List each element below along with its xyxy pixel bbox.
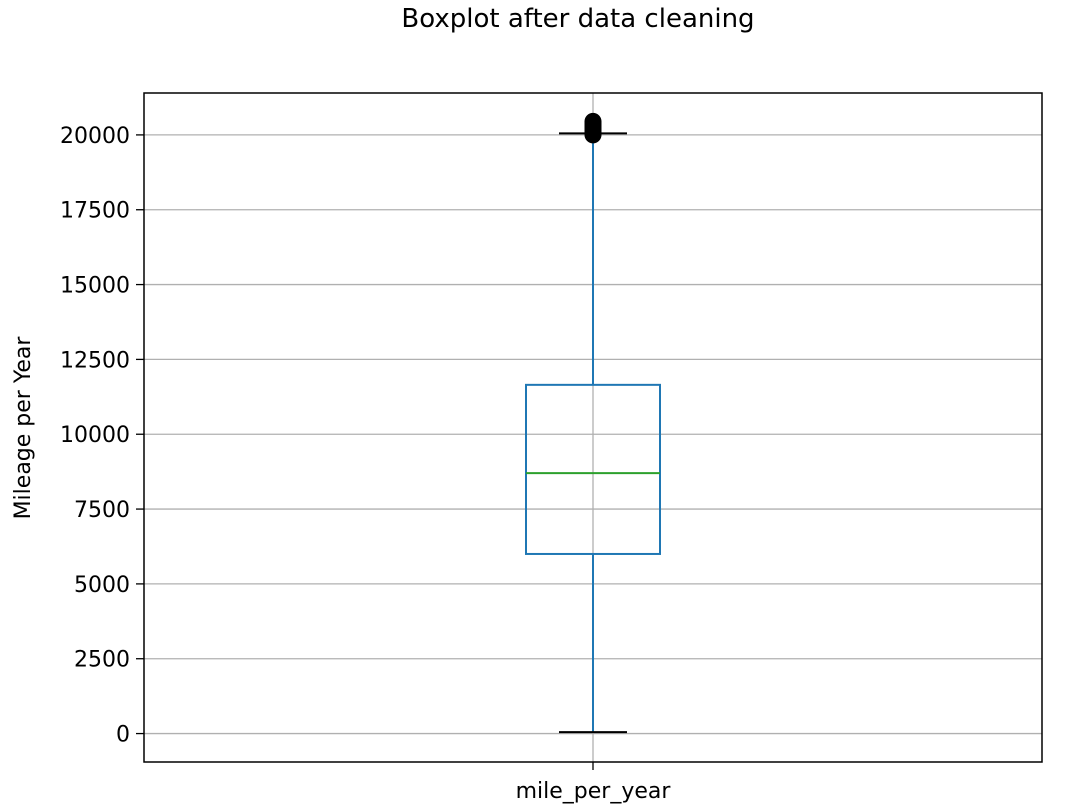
y-tick-label: 7500 — [74, 498, 130, 523]
y-tick-label: 17500 — [60, 199, 130, 224]
box-iqr — [525, 383, 661, 555]
y-tick-label: 2500 — [74, 648, 130, 673]
y-tick-label: 15000 — [60, 274, 130, 299]
y-tick-label: 5000 — [74, 573, 130, 598]
y-tick-label: 0 — [116, 723, 130, 748]
y-axis: 0 2500 5000 7500 10000 12500 15000 17500 20000 — [60, 124, 144, 748]
x-tick-label: mile_per_year — [516, 779, 672, 804]
outlier-point — [584, 112, 602, 130]
y-tick-label: 12500 — [60, 348, 130, 373]
y-tick-label: 10000 — [60, 423, 130, 448]
chart-title: Boxplot after data cleaning — [401, 4, 754, 34]
y-tick-label: 20000 — [60, 124, 130, 149]
boxes-layer — [525, 112, 661, 734]
y-axis-label: Mileage per Year — [11, 336, 36, 520]
x-axis: mile_per_year — [516, 762, 672, 804]
